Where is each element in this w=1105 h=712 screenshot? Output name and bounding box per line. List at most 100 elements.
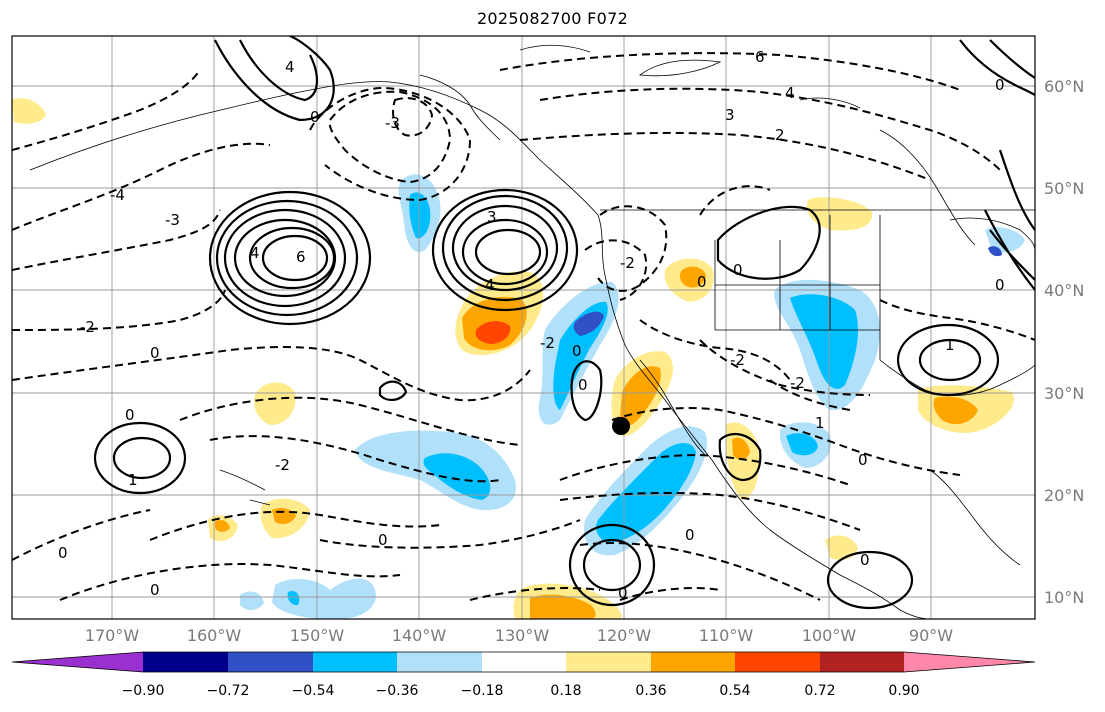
contour-label: 4: [285, 58, 295, 76]
contour-label: 0: [310, 108, 320, 126]
contour-label: 0: [618, 584, 628, 602]
contour-labels: 4 6 4 3 4 0 -3 6 4 3 2 -2 0 -4 -3 0 1 -2…: [58, 48, 1005, 602]
latitude-label: 60°N: [1044, 77, 1085, 96]
colorbar-bin: [482, 652, 566, 672]
negative-anomaly-area: [985, 227, 1025, 253]
contours-dashed: [12, 52, 1035, 601]
contour-label: -2: [540, 334, 555, 352]
contour-label: 0: [995, 76, 1005, 94]
negative-anomaly-area: [287, 590, 300, 606]
colorbar-bin: [566, 652, 651, 672]
colorbar-tick-label: 0.36: [635, 683, 667, 699]
negative-anomaly-area: [596, 443, 696, 543]
contour-label: 1: [128, 471, 138, 489]
colorbar-extend-right: [904, 652, 1035, 672]
colorbar-tick-label: −0.90: [121, 683, 165, 699]
colorbar-tick-label: 0.54: [719, 683, 751, 699]
positive-anomaly-area: [825, 535, 858, 560]
contour-label: 1: [945, 336, 955, 354]
contour-label: 0: [578, 376, 588, 394]
contour-label: 0: [150, 581, 160, 599]
positive-anomaly-area: [732, 437, 750, 460]
colorbar: [11, 651, 1036, 673]
contour-label: 0: [572, 342, 582, 360]
longitude-label: 160°W: [186, 626, 242, 645]
latitude-label: 50°N: [1044, 179, 1085, 198]
negative-anomaly-area: [786, 433, 818, 456]
contour-label: 0: [685, 526, 695, 544]
contour-label: 0: [58, 544, 68, 562]
contour-label: 1: [815, 414, 825, 432]
negative-anomaly-area: [240, 591, 264, 611]
positive-anomaly-area: [620, 366, 661, 426]
positive-anomaly-area: [933, 396, 978, 425]
contour-label: 6: [755, 48, 765, 66]
contour-label: 0: [858, 451, 868, 469]
colorbar-tick-label: −0.36: [375, 683, 419, 699]
contour-label: 0: [860, 551, 870, 569]
contour-label: 0: [995, 276, 1005, 294]
contour-label: 6: [296, 248, 306, 266]
negative-anomaly-area: [409, 192, 431, 239]
contour-label: 0: [125, 406, 135, 424]
latitude-label: 10°N: [1044, 588, 1085, 607]
contour-label: 0: [150, 344, 160, 362]
map-title: 2025082700 F072: [476, 9, 629, 28]
longitude-label: 110°W: [698, 626, 754, 645]
coastlines: [29, 44, 1035, 619]
colorbar-tick-label: 0.90: [888, 683, 920, 699]
map-border: [11, 35, 1036, 620]
contour-label: -2: [80, 318, 95, 336]
negative-anomaly-area: [790, 294, 859, 389]
longitude-label: 130°W: [494, 626, 550, 645]
contour-label: -2: [275, 456, 290, 474]
longitude-label: 90°W: [908, 626, 954, 645]
colorbar-tick-label: 0.18: [550, 683, 582, 699]
colorbar-extend-left: [12, 652, 143, 672]
point-marker: [612, 417, 630, 435]
negative-anomaly-area: [272, 578, 376, 619]
longitude-label: 120°W: [596, 626, 652, 645]
contour-label: 4: [250, 244, 260, 262]
contour-label: 0: [697, 273, 707, 291]
positive-anomaly-area: [806, 197, 873, 231]
contour-label: 3: [487, 208, 497, 226]
colorbar-tick-label: 0.72: [804, 683, 836, 699]
colorbar-tick-label: −0.54: [291, 683, 335, 699]
longitude-label: 140°W: [391, 626, 447, 645]
colorbar-bin: [228, 652, 313, 672]
colorbar-tick-label: −0.72: [206, 683, 250, 699]
colorbar-bin: [313, 652, 397, 672]
contour-label: 4: [785, 84, 795, 102]
negative-anomaly-area: [423, 453, 491, 500]
contour-label: -4: [110, 186, 125, 204]
strong-negative-anomaly-area: [988, 246, 1002, 257]
contour-label: 0: [733, 261, 743, 279]
strong-positive-anomaly-area: [475, 321, 511, 344]
latitude-label: 20°N: [1044, 486, 1085, 505]
positive-anomaly-area: [215, 520, 230, 532]
colorbar-bin: [143, 652, 228, 672]
longitude-label: 150°W: [289, 626, 345, 645]
colorbar-bin: [397, 652, 482, 672]
strong-negative-anomaly-area: [573, 311, 604, 336]
positive-anomaly-area: [12, 98, 46, 124]
colorbar-tick-label: −0.18: [460, 683, 504, 699]
longitude-label: 170°W: [84, 626, 140, 645]
colorbar-bin: [735, 652, 820, 672]
contour-label: 2: [775, 126, 785, 144]
latitude-label: 30°N: [1044, 384, 1085, 403]
positive-anomaly-area: [679, 266, 706, 288]
anomaly-shading: [12, 98, 1025, 619]
colorbar-bin: [820, 652, 904, 672]
latitude-label: 40°N: [1044, 281, 1085, 300]
contour-label: -2: [730, 351, 745, 369]
contour-label: -2: [790, 374, 805, 392]
contour-label: -3: [385, 114, 400, 132]
positive-anomaly-area: [530, 594, 596, 619]
contour-label: 0: [378, 531, 388, 549]
longitude-label: 100°W: [801, 626, 857, 645]
contour-label: 4: [485, 276, 495, 294]
contour-label: -2: [620, 254, 635, 272]
